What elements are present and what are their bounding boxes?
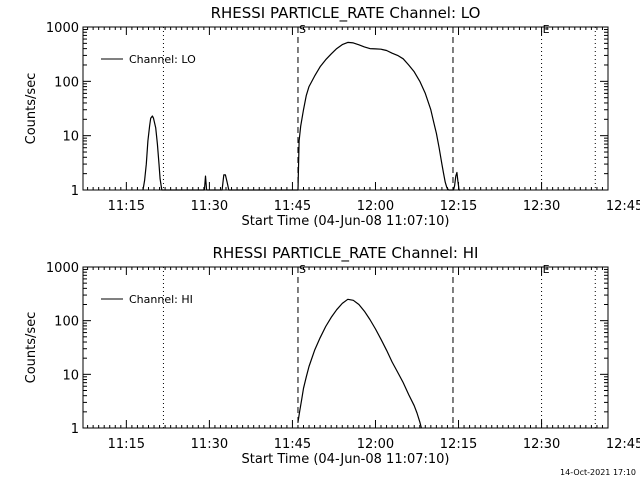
marker-label: S: [299, 23, 306, 36]
x-tick-label: 12:30: [523, 199, 560, 214]
x-axis-label: Start Time (04-Jun-08 11:07:10): [242, 214, 450, 229]
series-line: [297, 298, 422, 429]
marker-label: E: [543, 263, 550, 276]
x-axis-label: Start Time (04-Jun-08 11:07:10): [242, 452, 450, 467]
y-tick-label: 1: [71, 422, 79, 437]
y-axis-label: Counts/sec: [24, 73, 39, 145]
x-tick-label: 11:45: [274, 199, 311, 214]
y-tick-label: 10: [62, 130, 79, 145]
x-tick-label: 12:45: [606, 199, 640, 214]
legend-label: Channel: LO: [129, 53, 196, 66]
x-tick-label: 11:30: [191, 437, 228, 452]
x-tick-label: 12:15: [440, 199, 477, 214]
panel-lo: RHESSI PARTICLE_RATE Channel: LO 11:15 11:…: [24, 4, 640, 229]
legend-label: Channel: HI: [129, 293, 193, 306]
y-tick-label: 100: [54, 75, 79, 90]
x-tick-label: 12:00: [357, 437, 394, 452]
x-tick-label: 12:30: [523, 437, 560, 452]
plot-frame: [82, 266, 609, 429]
timestamp-footer: 14-Oct-2021 17:10: [560, 468, 636, 477]
marker-label: E: [543, 23, 550, 36]
x-tick-label: 11:15: [108, 199, 145, 214]
marker-label: S: [299, 263, 306, 276]
chart-title: RHESSI PARTICLE_RATE Channel: LO: [211, 4, 481, 23]
x-tick-label: 12:45: [606, 437, 640, 452]
x-tick-label: 11:30: [191, 199, 228, 214]
series-line: [142, 41, 461, 191]
y-tick-label: 1000: [46, 261, 79, 276]
x-tick-label: 11:45: [274, 437, 311, 452]
chart-title: RHESSI PARTICLE_RATE Channel: HI: [213, 244, 479, 263]
y-axis-label: Counts/sec: [24, 312, 39, 384]
x-tick-label: 12:15: [440, 437, 477, 452]
plot-frame: [82, 26, 609, 191]
x-tick-label: 12:00: [357, 199, 394, 214]
y-tick-label: 100: [54, 315, 79, 330]
x-tick-label: 11:15: [108, 437, 145, 452]
y-tick-label: 10: [62, 368, 79, 383]
y-tick-label: 1: [71, 184, 79, 199]
panel-hi: RHESSI PARTICLE_RATE Channel: HI 11:15 11:…: [24, 244, 640, 467]
y-tick-label: 1000: [46, 21, 79, 36]
